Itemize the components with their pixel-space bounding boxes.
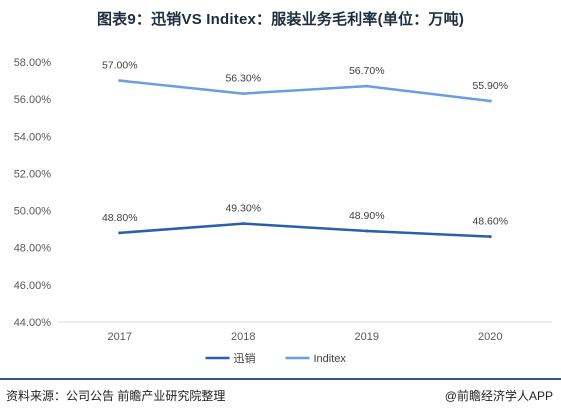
data-point: [241, 222, 245, 226]
data-point: [241, 92, 245, 96]
y-tick-label: 44.00%: [14, 317, 52, 329]
x-tick-label: 2017: [108, 331, 132, 343]
legend: 迅销 Inditex: [205, 351, 347, 365]
data-label: 56.30%: [225, 73, 261, 85]
y-tick-label: 56.00%: [14, 94, 52, 106]
footer-brand: @前瞻经济学人APP: [444, 389, 553, 403]
y-tick-label: 48.00%: [14, 243, 52, 255]
y-tick-label: 54.00%: [14, 131, 52, 143]
line-chart: 44.00% 46.00% 48.00% 50.00% 52.00% 54.00% 56.0…: [14, 57, 552, 365]
data-label: 57.00%: [102, 60, 138, 72]
y-tick-label: 50.00%: [14, 206, 52, 218]
data-point: [365, 84, 369, 88]
x-axis: 2017 2018 2019 2020: [108, 331, 503, 343]
data-point: [488, 99, 492, 103]
series-1: 48.80% 49.30% 48.90% 48.60%: [102, 203, 508, 239]
legend-item: 迅销: [205, 351, 256, 365]
legend-item: Inditex: [285, 353, 347, 365]
data-label: 48.90%: [349, 210, 385, 222]
data-point: [365, 229, 369, 233]
series-line: [118, 222, 492, 238]
footer-divider: [0, 378, 561, 380]
data-label: 55.90%: [472, 80, 508, 92]
legend-label: 迅销: [234, 351, 256, 365]
chart-area: 44.00% 46.00% 48.00% 50.00% 52.00% 54.00% 56.0…: [0, 40, 561, 380]
y-tick-label: 46.00%: [14, 280, 52, 292]
footer-source: 资料来源：公司公告 前瞻产业研究院整理: [6, 389, 226, 403]
data-label: 56.70%: [349, 65, 385, 77]
data-label: 48.60%: [472, 216, 508, 228]
data-label: 49.30%: [225, 203, 261, 215]
data-label: 48.80%: [102, 212, 138, 224]
series-layer: 48.80% 49.30% 48.90% 48.60% 57.00% 56.30% 56.7…: [102, 60, 508, 239]
chart-title: 图表9：迅销VS Inditex：服装业务毛利率(单位：万吨): [96, 11, 465, 28]
y-tick-label: 52.00%: [14, 168, 52, 180]
data-point: [118, 79, 122, 83]
y-axis: 44.00% 46.00% 48.00% 50.00% 52.00% 54.00% 56.0…: [14, 57, 52, 329]
data-point: [118, 231, 122, 235]
legend-label: Inditex: [314, 353, 347, 365]
x-tick-label: 2018: [231, 331, 255, 343]
x-tick-label: 2019: [355, 331, 379, 343]
y-tick-label: 58.00%: [14, 57, 52, 69]
x-tick-label: 2020: [478, 331, 502, 343]
series-2: 57.00% 56.30% 56.70% 55.90%: [102, 60, 508, 103]
data-point: [488, 235, 492, 239]
footer: 资料来源：公司公告 前瞻产业研究院整理 @前瞻经济学人APP: [0, 378, 561, 410]
series-line: [118, 79, 492, 103]
